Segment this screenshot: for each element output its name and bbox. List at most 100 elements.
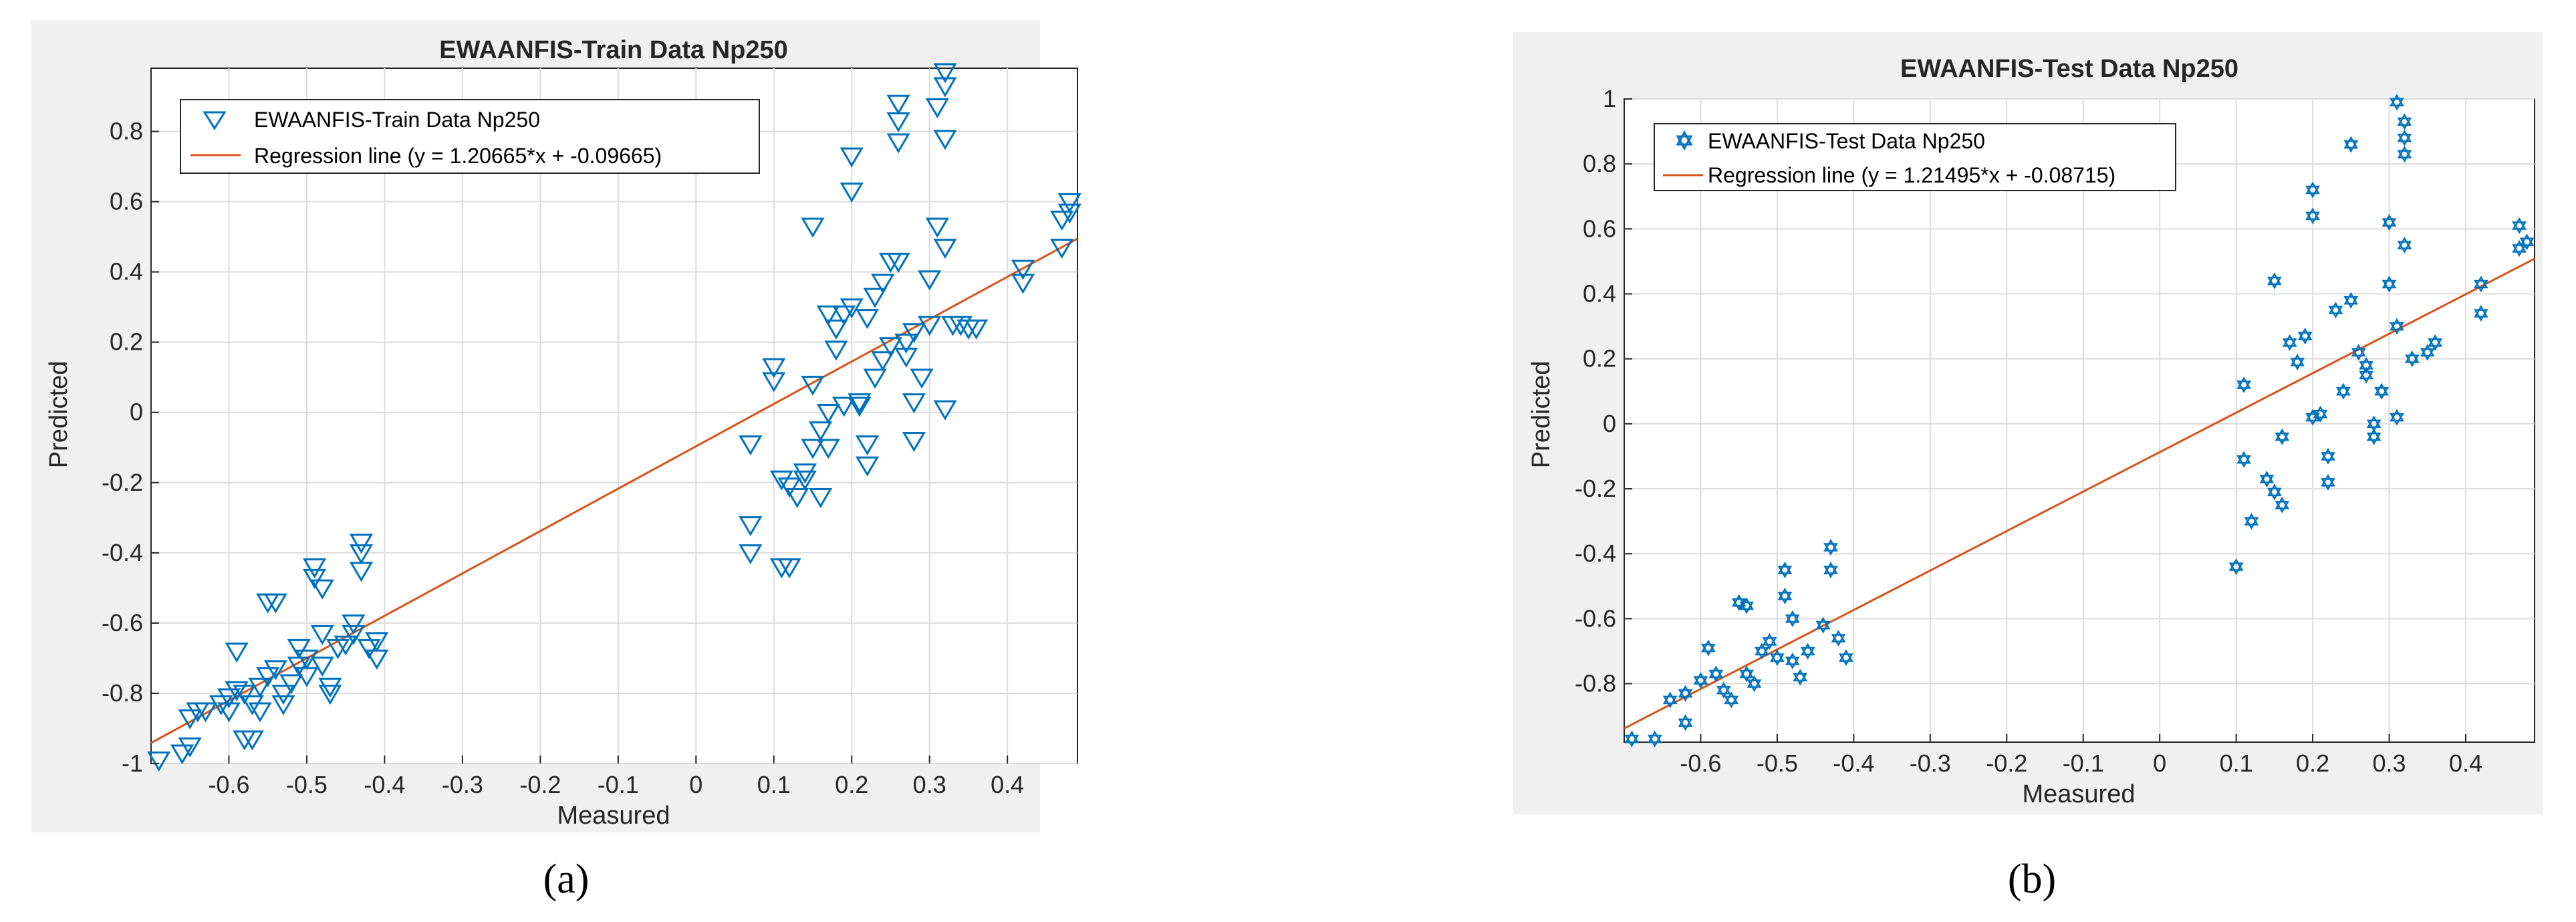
panel-a: EWAANFIS-Train Data Np250 -0.6 -0.5 -0.4 -0… — [31, 20, 1081, 902]
scatter-point — [2390, 318, 2404, 335]
scatter-point — [2275, 428, 2290, 445]
scatter-point — [2519, 233, 2535, 251]
y-tick-label: 0.6 — [1583, 215, 1616, 242]
scatter-point — [902, 323, 926, 344]
scatter-point — [2512, 240, 2527, 257]
legend-box-b — [1654, 123, 2176, 191]
y-tick-label: -0.8 — [1575, 670, 1616, 697]
scatter-point — [2236, 376, 2251, 394]
scatter-point — [886, 94, 910, 115]
scatter-point — [2275, 496, 2290, 513]
scatter-point — [217, 688, 241, 709]
y-tick-label: 0.4 — [110, 258, 143, 285]
scatter-point — [1678, 714, 1693, 731]
scatter-point — [178, 709, 202, 729]
scatter-point — [2305, 207, 2320, 225]
scatter-point — [310, 579, 334, 600]
scatter-point — [894, 333, 918, 354]
scatter-point — [2381, 275, 2397, 293]
scatter-point — [2282, 334, 2297, 351]
y-tick-label: 0.4 — [1583, 280, 1616, 308]
scatter-point — [1011, 259, 1035, 280]
scatter-point — [824, 319, 848, 340]
scatter-point — [1724, 691, 1739, 709]
x-tick-label: -0.3 — [442, 771, 483, 798]
x-tick-label: -0.1 — [598, 771, 639, 798]
legend-box-a — [180, 99, 760, 174]
scatter-point — [365, 632, 389, 653]
scatter-point — [2297, 328, 2313, 345]
scatter-point — [2366, 428, 2381, 445]
x-tick-label: 0.2 — [2296, 750, 2329, 777]
scatter-point — [1662, 691, 1678, 709]
scatter-point — [1701, 639, 1716, 657]
scatter-point — [1050, 239, 1074, 259]
scatter-point — [1839, 649, 1853, 667]
scatter-point — [1823, 562, 1838, 578]
scatter-point — [1755, 643, 1769, 660]
scatter-point — [918, 270, 942, 291]
x-tick-label: 0.1 — [2220, 750, 2253, 777]
scatter-point — [193, 702, 218, 723]
scatter-point — [2236, 451, 2251, 468]
scatter-points-a — [147, 63, 1081, 772]
scatter-point — [1770, 649, 1785, 667]
scatter-point — [848, 396, 872, 417]
scatter-point — [948, 316, 973, 336]
scatter-point — [170, 744, 195, 765]
panel-label-b: (b) — [2008, 856, 2056, 902]
x-axis-label-a: Measured — [557, 802, 670, 830]
scatter-point — [2228, 558, 2244, 576]
legend-a: EWAANFIS-Train Data Np250 Regression lin… — [180, 99, 760, 174]
y-tick-label: -0.2 — [102, 469, 143, 496]
scatter-point — [287, 639, 311, 659]
scatter-point — [918, 316, 942, 336]
scatter-point — [271, 685, 295, 705]
scatter-point — [785, 488, 809, 509]
scatter-point — [871, 351, 895, 372]
scatter-point — [1011, 273, 1035, 294]
scatter-point — [793, 463, 817, 484]
scatter-point — [886, 112, 910, 132]
grid-a — [151, 68, 1077, 764]
scatter-point — [1624, 730, 1640, 747]
x-tick-label: 0.2 — [835, 771, 868, 798]
scatter-point — [2474, 305, 2488, 322]
legend-entry-regression-a: Regression line (y = 1.20665*x + -0.0966… — [254, 144, 662, 168]
scatter-point — [147, 752, 171, 772]
scatter-point — [318, 685, 342, 705]
scatter-point — [1716, 681, 1731, 699]
x-tick-label: -0.4 — [364, 771, 405, 798]
scatter-point — [933, 77, 957, 98]
scatter-point — [933, 130, 957, 150]
scatter-point — [2335, 382, 2351, 400]
scatter-point — [233, 685, 257, 705]
scatter-point — [816, 305, 840, 326]
scatter-point — [1777, 562, 1793, 578]
x-tick-label: -0.4 — [1833, 750, 1874, 777]
scatter-point — [2381, 214, 2397, 231]
legend-entry-scatter-a: EWAANFIS-Train Data Np250 — [254, 108, 540, 132]
scatter-point — [894, 347, 918, 368]
scatter-point — [925, 98, 949, 118]
scatter-point — [342, 614, 366, 635]
scatter-point — [933, 400, 957, 421]
scatter-point — [855, 435, 880, 456]
scatter-point — [2343, 292, 2359, 309]
y-tick-label: 0.8 — [110, 118, 143, 145]
scatter-point — [801, 439, 825, 459]
x-axis-ticks-a: -0.6 -0.5 -0.4 -0.3 -0.2 -0.1 0 0.1 0.2 0.3 0.4 — [208, 756, 1024, 798]
scatter-point — [910, 368, 934, 389]
scatter-point — [2321, 473, 2335, 491]
legend-marker-triangle-a — [203, 111, 227, 130]
scatter-point — [1693, 672, 1708, 689]
scatter-point — [902, 393, 926, 414]
scatter-point — [1800, 643, 1815, 660]
y-tick-label: -1 — [122, 750, 143, 777]
x-tick-label: -0.2 — [519, 771, 561, 798]
y-axis-label-a: Predicted — [45, 361, 73, 469]
panel-label-a: (a) — [543, 856, 590, 902]
y-tick-label: 0.2 — [110, 328, 143, 356]
scatter-point — [2290, 354, 2305, 371]
